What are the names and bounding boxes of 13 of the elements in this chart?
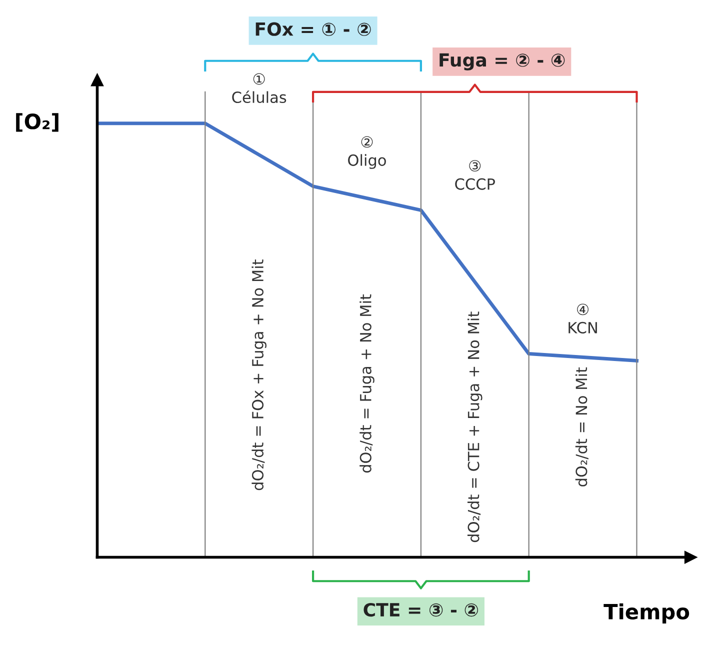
annotation: dO₂/dt = Fuga + No Mit xyxy=(360,294,374,473)
text: Fuga = ② - ④ xyxy=(440,53,565,70)
annotation: dO₂/dt = CTE + Fuga + No Mit xyxy=(467,312,482,542)
y-axis-title: [O₂] xyxy=(16,113,58,132)
annotation: ③ CCCP xyxy=(455,160,495,190)
x-axis-title: Tiempo xyxy=(604,603,690,624)
text: ① Células xyxy=(232,73,286,104)
text: CTE = ③ - ② xyxy=(364,602,478,617)
annotation: dO₂/dt = FOx + Fuga + No Mit xyxy=(252,259,266,490)
annotation: ④ KCN xyxy=(568,304,597,334)
annotation: ② Oligo xyxy=(348,136,386,169)
text: FOx = ① - ② xyxy=(256,22,371,36)
annotation: dO₂/dt = No Mit xyxy=(575,367,588,486)
